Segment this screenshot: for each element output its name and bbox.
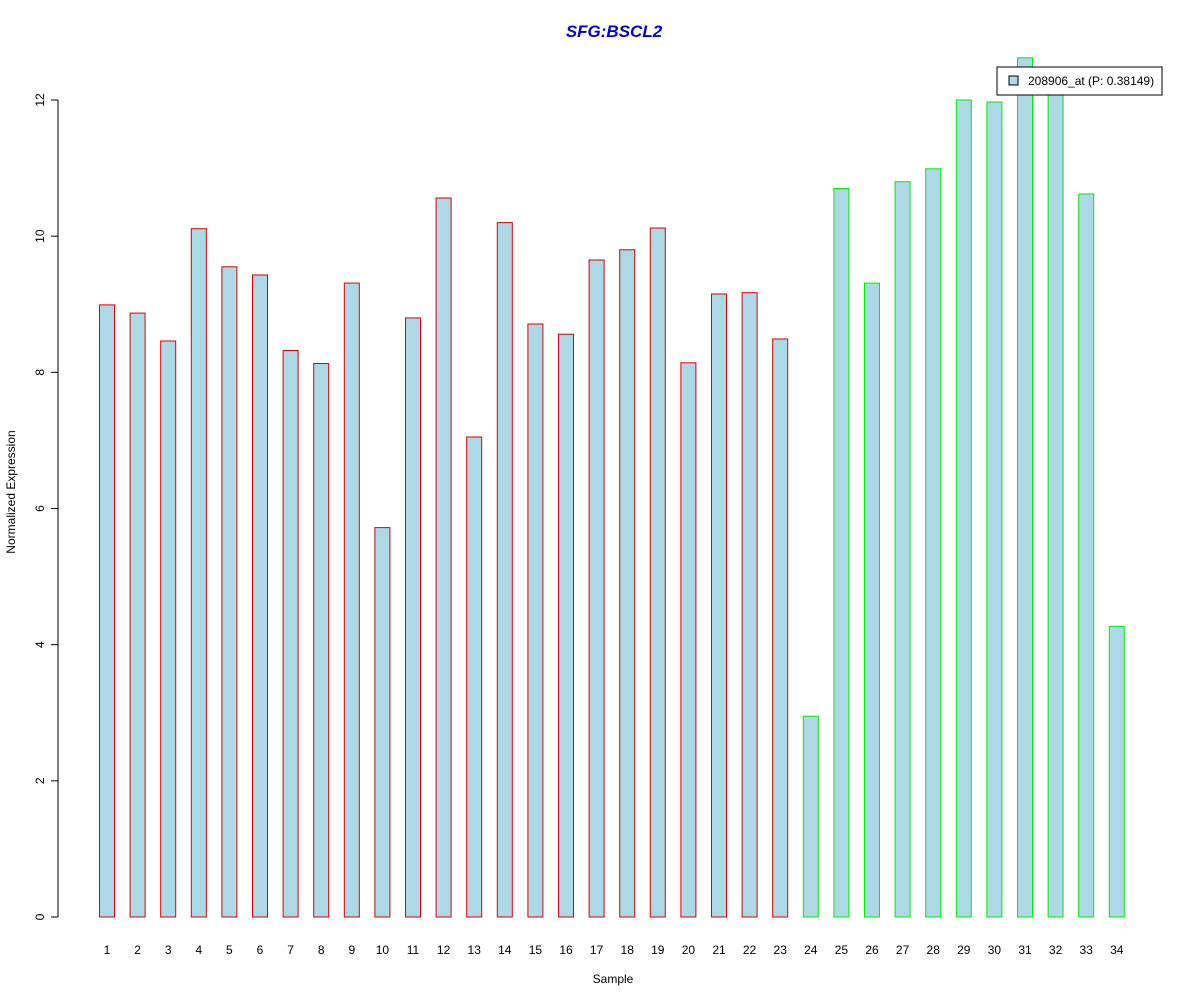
bar-sample-30	[986, 101, 1003, 918]
bar-sample-22	[741, 292, 758, 918]
bar-sample-3	[160, 340, 177, 918]
y-tick-label: 12	[33, 93, 47, 107]
x-tick-label: 21	[712, 943, 726, 957]
bar-sample-27	[894, 181, 911, 918]
x-tick-label: 13	[468, 943, 482, 957]
x-tick-label: 34	[1110, 943, 1124, 957]
y-axis: 0 2 4 6 8 10 12	[33, 93, 59, 920]
legend-label: 208906_at (P: 0.38149)	[1028, 74, 1154, 88]
x-tick-label: 7	[287, 943, 294, 957]
x-tick-label: 1	[104, 943, 111, 957]
bar-sample-7	[282, 350, 299, 918]
x-tick-label: 31	[1018, 943, 1032, 957]
bar-sample-17	[588, 259, 605, 918]
bar-sample-16	[558, 333, 574, 918]
x-tick-label: 5	[226, 943, 233, 957]
bar-sample-19	[649, 227, 666, 918]
bar-sample-5	[221, 266, 238, 918]
x-tick-label: 14	[498, 943, 512, 957]
bar-sample-8	[313, 363, 330, 918]
bar-sample-32	[1047, 85, 1064, 918]
bars	[99, 57, 1125, 918]
x-tick-label: 4	[195, 943, 202, 957]
x-tick-label: 8	[318, 943, 325, 957]
legend-swatch	[1008, 75, 1019, 86]
x-tick-label: 20	[682, 943, 696, 957]
x-tick-label: 12	[437, 943, 451, 957]
x-tick-label: 33	[1080, 943, 1094, 957]
bar-sample-34	[1108, 625, 1125, 918]
chart-title: SFG:BSCL2	[566, 22, 663, 41]
bar-sample-12	[435, 197, 452, 918]
legend: 208906_at (P: 0.38149)	[996, 66, 1163, 96]
x-tick-label: 2	[134, 943, 141, 957]
y-axis-label: Normalized Expression	[4, 430, 18, 553]
y-tick-label: 4	[33, 641, 47, 648]
bar-sample-28	[925, 168, 942, 918]
x-tick-label: 28	[927, 943, 941, 957]
x-tick-label: 30	[988, 943, 1002, 957]
bar-sample-13	[466, 436, 483, 918]
y-tick-label: 8	[33, 369, 47, 376]
x-tick-label: 6	[257, 943, 264, 957]
bar-sample-18	[619, 249, 636, 918]
bar-sample-25	[833, 188, 850, 918]
x-tick-label: 10	[376, 943, 390, 957]
bar-sample-14	[496, 222, 513, 918]
x-tick-label: 23	[774, 943, 788, 957]
x-axis-label: Sample	[593, 972, 634, 986]
bar-sample-15	[527, 323, 544, 918]
x-tick-label: 18	[621, 943, 635, 957]
bar-sample-26	[864, 282, 880, 918]
bar-sample-9	[343, 282, 360, 918]
x-tick-label: 27	[896, 943, 910, 957]
x-tick-label: 29	[957, 943, 971, 957]
bar-sample-11	[405, 317, 421, 918]
y-tick-label: 10	[33, 229, 47, 243]
y-tick-label: 0	[33, 913, 47, 920]
x-tick-label: 19	[651, 943, 665, 957]
bar-sample-6	[252, 274, 268, 918]
x-tick-label: 17	[590, 943, 604, 957]
bar-sample-10	[374, 527, 391, 918]
bar-sample-21	[711, 293, 727, 918]
x-tick-label: 15	[529, 943, 543, 957]
bar-sample-33	[1078, 193, 1095, 918]
bar-sample-20	[680, 362, 697, 918]
x-tick-label: 25	[835, 943, 849, 957]
x-tick-label: 24	[804, 943, 818, 957]
x-tick-label: 11	[407, 943, 420, 957]
y-tick-label: 2	[33, 777, 47, 784]
x-tick-label: 26	[865, 943, 879, 957]
bar-sample-24	[802, 715, 819, 918]
legend-box	[996, 66, 1163, 96]
bar-sample-31	[1017, 57, 1033, 918]
bar-sample-1	[99, 304, 115, 918]
x-tick-label: 3	[165, 943, 172, 957]
x-tick-label: 9	[348, 943, 355, 957]
x-tick-label: 16	[559, 943, 573, 957]
bar-sample-29	[955, 99, 972, 918]
x-tick-label: 22	[743, 943, 757, 957]
bar-sample-23	[772, 338, 789, 918]
y-tick-label: 6	[33, 505, 47, 512]
bar-sample-2	[129, 312, 146, 918]
bar-sample-4	[190, 228, 207, 918]
x-tick-label: 32	[1049, 943, 1063, 957]
x-axis-tick-labels: 1 2 3 4 5 6 7 8 9 10 11 12 13 14 15 16 17 18 19 20 21 22 23 24 2…	[104, 943, 1124, 957]
